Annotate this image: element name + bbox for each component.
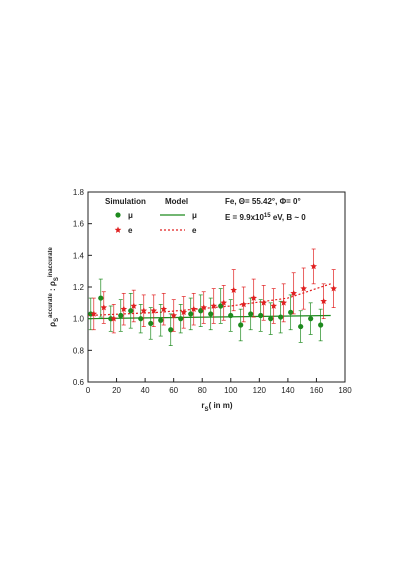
y-axis-label-part: inaccurate bbox=[48, 246, 54, 277]
marker-circle bbox=[238, 322, 244, 328]
y-tick-label: 1.0 bbox=[73, 315, 85, 324]
marker-star bbox=[290, 289, 297, 297]
x-tick-label: 120 bbox=[253, 386, 267, 395]
x-tick-label: 0 bbox=[86, 386, 91, 395]
legend-label: μ bbox=[192, 211, 197, 220]
marker-circle bbox=[148, 320, 154, 327]
y-axis-label-part: accurate bbox=[48, 293, 54, 318]
annotation-part: eV, B ~ 0 bbox=[271, 213, 307, 222]
marker-circle bbox=[268, 316, 274, 322]
marker-star bbox=[280, 299, 288, 306]
legend-label: e bbox=[128, 226, 133, 235]
legend-header: Model bbox=[165, 197, 188, 206]
marker-star bbox=[240, 300, 248, 308]
plot-frame bbox=[87, 191, 346, 383]
y-tick-label: 1.4 bbox=[73, 251, 85, 260]
x-axis-label: rS( in m) bbox=[201, 401, 232, 413]
y-axis-label-part: ρ bbox=[48, 322, 57, 327]
marker-star bbox=[140, 307, 148, 314]
marker-star bbox=[190, 305, 198, 312]
model-line bbox=[87, 314, 331, 320]
marker-star bbox=[300, 285, 307, 292]
x-tick-label: 180 bbox=[338, 386, 352, 395]
marker-star bbox=[110, 315, 118, 322]
marker-star bbox=[170, 312, 178, 319]
legend-label: e bbox=[192, 226, 197, 235]
marker-star bbox=[150, 307, 158, 314]
marker-star bbox=[100, 304, 108, 311]
marker-star bbox=[330, 285, 337, 292]
marker-star bbox=[310, 262, 317, 270]
marker-circle bbox=[115, 212, 121, 218]
marker-circle bbox=[158, 317, 164, 323]
y-tick-label: 1.2 bbox=[73, 283, 85, 292]
marker-star bbox=[160, 305, 168, 312]
marker-star bbox=[130, 302, 138, 309]
marker-circle bbox=[128, 308, 134, 314]
marker-star bbox=[90, 310, 98, 317]
x-tick-label: 160 bbox=[310, 386, 324, 395]
annotation-part: E = 9.9x10 bbox=[225, 213, 264, 222]
marker-circle bbox=[118, 312, 124, 319]
y-axis-label-part: : ρ bbox=[48, 281, 57, 293]
x-tick-label: 60 bbox=[169, 386, 178, 395]
marker-star bbox=[210, 302, 218, 309]
annotation-part: 15 bbox=[264, 213, 271, 219]
x-tick-label: 20 bbox=[112, 386, 121, 395]
annotation: Fe, Θ= 55.42°, Φ= 0° bbox=[225, 197, 301, 206]
marker-circle bbox=[138, 316, 144, 322]
y-tick-label: 1.6 bbox=[73, 220, 85, 229]
y-tick-label: 1.8 bbox=[73, 188, 85, 197]
marker-circle bbox=[98, 295, 104, 301]
marker-circle bbox=[108, 316, 114, 322]
y-tick-label: 0.8 bbox=[73, 346, 85, 355]
marker-star bbox=[250, 294, 258, 301]
marker-circle bbox=[318, 322, 324, 328]
marker-circle bbox=[248, 311, 254, 317]
marker-star bbox=[220, 299, 228, 306]
marker-star bbox=[260, 299, 268, 306]
y-axis-label-part: S bbox=[54, 277, 60, 281]
marker-circle bbox=[278, 314, 284, 320]
x-axis-label-part: r bbox=[201, 401, 204, 410]
y-axis-label: ρSaccurate : ρSinaccurate bbox=[48, 246, 60, 326]
y-axis-label-part: S bbox=[54, 318, 60, 322]
marker-circle bbox=[228, 312, 234, 319]
marker-circle bbox=[308, 316, 314, 322]
x-tick-label: 40 bbox=[141, 386, 150, 395]
marker-star bbox=[320, 297, 327, 305]
marker-circle bbox=[208, 311, 214, 317]
x-tick-label: 100 bbox=[224, 386, 238, 395]
legend-label: μ bbox=[128, 211, 133, 220]
marker-circle bbox=[178, 316, 184, 322]
x-tick-label: 80 bbox=[198, 386, 207, 395]
x-axis-label-part: S bbox=[205, 407, 209, 413]
legend-header: Simulation bbox=[105, 197, 146, 206]
annotation-part: Fe, Θ= 55.42°, Φ= 0° bbox=[225, 197, 301, 206]
marker-star bbox=[200, 304, 208, 311]
marker-star bbox=[270, 302, 278, 309]
x-axis-label-part: ( in m) bbox=[209, 401, 233, 410]
marker-star bbox=[120, 305, 128, 312]
marker-star bbox=[180, 308, 188, 316]
marker-circle bbox=[188, 311, 194, 317]
x-tick-label: 140 bbox=[281, 386, 295, 395]
marker-circle bbox=[258, 312, 264, 319]
marker-star bbox=[114, 226, 122, 233]
marker-circle bbox=[88, 311, 94, 317]
y-tick-label: 0.6 bbox=[73, 378, 85, 387]
marker-star bbox=[230, 286, 238, 293]
annotation: E = 9.9x1015 eV, B ~ 0 bbox=[225, 213, 306, 222]
marker-circle bbox=[298, 323, 304, 330]
